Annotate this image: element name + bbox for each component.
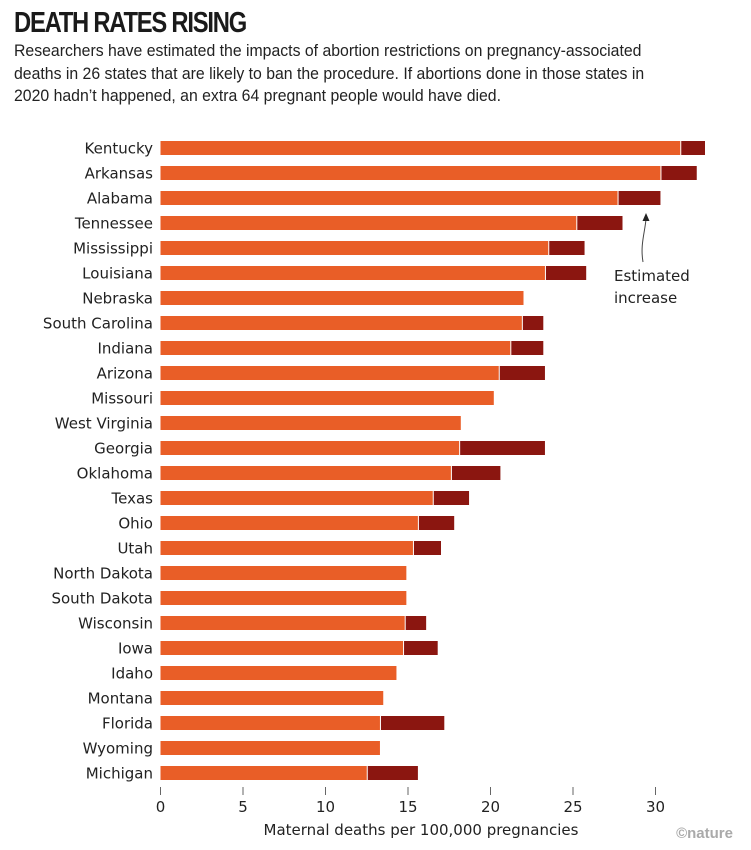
state-label-arkansas: Arkansas bbox=[85, 165, 154, 183]
state-label-georgia: Georgia bbox=[94, 440, 153, 458]
bar-current-west-virginia bbox=[160, 416, 461, 430]
bar-increase-florida bbox=[380, 716, 445, 730]
state-label-arizona: Arizona bbox=[97, 365, 153, 383]
state-label-kentucky: Kentucky bbox=[85, 140, 154, 158]
bar-current-iowa bbox=[160, 641, 404, 655]
bar-current-michigan bbox=[160, 766, 367, 780]
x-tick-label-0: 0 bbox=[156, 798, 166, 816]
bar-current-south-carolina bbox=[160, 316, 522, 330]
bar-increase-louisiana bbox=[545, 266, 587, 280]
bar-current-idaho bbox=[160, 666, 397, 680]
bar-current-tennessee bbox=[160, 216, 577, 230]
bar-increase-michigan bbox=[367, 766, 418, 780]
bar-increase-kentucky bbox=[681, 141, 705, 155]
annotation-arrow-line bbox=[641, 218, 647, 263]
chart-subtitle: Researchers have estimated the impacts o… bbox=[14, 41, 645, 105]
x-tick-label-10: 10 bbox=[316, 798, 335, 816]
bar-current-oklahoma bbox=[160, 466, 451, 480]
state-label-mississippi: Mississippi bbox=[73, 240, 153, 258]
bar-increase-arizona bbox=[499, 366, 545, 380]
state-label-michigan: Michigan bbox=[86, 765, 153, 783]
bar-increase-texas bbox=[433, 491, 470, 505]
state-label-montana: Montana bbox=[88, 690, 153, 708]
state-label-oklahoma: Oklahoma bbox=[77, 465, 153, 483]
state-label-tennessee: Tennessee bbox=[74, 215, 153, 233]
annotation-line-2: increase bbox=[614, 289, 677, 307]
state-label-missouri: Missouri bbox=[91, 390, 153, 408]
bar-current-utah bbox=[160, 541, 413, 555]
bar-increase-south-carolina bbox=[522, 316, 544, 330]
bar-current-mississippi bbox=[160, 241, 549, 255]
bar-current-montana bbox=[160, 691, 384, 705]
bar-current-texas bbox=[160, 491, 433, 505]
bar-current-louisiana bbox=[160, 266, 545, 280]
state-label-indiana: Indiana bbox=[97, 340, 153, 358]
state-label-ohio: Ohio bbox=[118, 515, 153, 533]
bar-current-georgia bbox=[160, 441, 460, 455]
bar-current-florida bbox=[160, 716, 380, 730]
annotation-line-1: Estimated bbox=[614, 267, 690, 285]
bar-current-arkansas bbox=[160, 166, 661, 180]
bar-current-wisconsin bbox=[160, 616, 405, 630]
bars-group bbox=[160, 141, 705, 780]
state-label-north-dakota: North Dakota bbox=[53, 565, 153, 583]
bar-current-arizona bbox=[160, 366, 499, 380]
x-tick-label-5: 5 bbox=[238, 798, 248, 816]
state-label-louisiana: Louisiana bbox=[82, 265, 153, 283]
bar-increase-utah bbox=[413, 541, 441, 555]
state-label-wisconsin: Wisconsin bbox=[78, 615, 153, 633]
bar-current-south-dakota bbox=[160, 591, 407, 605]
bar-increase-indiana bbox=[511, 341, 544, 355]
bar-increase-arkansas bbox=[661, 166, 697, 180]
bar-increase-alabama bbox=[618, 191, 661, 205]
x-tick-label-15: 15 bbox=[398, 798, 417, 816]
bar-current-ohio bbox=[160, 516, 418, 530]
state-label-iowa: Iowa bbox=[118, 640, 153, 658]
bar-increase-ohio bbox=[418, 516, 455, 530]
state-label-florida: Florida bbox=[102, 715, 153, 733]
state-label-texas: Texas bbox=[111, 490, 154, 508]
state-label-south-carolina: South Carolina bbox=[43, 315, 153, 333]
bar-current-wyoming bbox=[160, 741, 380, 755]
annotation: Estimated increase bbox=[614, 213, 690, 307]
state-label-west-virginia: West Virginia bbox=[55, 415, 153, 433]
state-label-idaho: Idaho bbox=[111, 665, 153, 683]
bar-current-alabama bbox=[160, 191, 618, 205]
state-label-alabama: Alabama bbox=[87, 190, 153, 208]
bar-increase-georgia bbox=[460, 441, 545, 455]
state-label-south-dakota: South Dakota bbox=[51, 590, 153, 608]
annotation-arrow-head-icon bbox=[642, 213, 650, 221]
bar-increase-tennessee bbox=[577, 216, 623, 230]
x-axis: 0 5 10 15 20 25 30 bbox=[156, 787, 665, 816]
bar-increase-mississippi bbox=[549, 241, 585, 255]
x-axis-label: Maternal deaths per 100,000 pregnancies bbox=[264, 821, 579, 839]
bar-current-north-dakota bbox=[160, 566, 407, 580]
state-label-utah: Utah bbox=[117, 540, 153, 558]
bar-current-missouri bbox=[160, 391, 494, 405]
state-labels-group: Kentucky Arkansas Alabama Tennessee Mississi… bbox=[43, 140, 153, 783]
bar-current-kentucky bbox=[160, 141, 681, 155]
x-tick-label-25: 25 bbox=[563, 798, 582, 816]
state-label-wyoming: Wyoming bbox=[83, 740, 153, 758]
bar-current-indiana bbox=[160, 341, 511, 355]
bar-current-nebraska bbox=[160, 291, 524, 305]
x-tick-label-20: 20 bbox=[481, 798, 500, 816]
bar-increase-iowa bbox=[404, 641, 438, 655]
nature-credit: ©nature bbox=[676, 825, 733, 842]
bar-increase-oklahoma bbox=[451, 466, 501, 480]
bar-increase-wisconsin bbox=[405, 616, 427, 630]
x-tick-label-30: 30 bbox=[646, 798, 665, 816]
chart-title: DEATH RATES RISING bbox=[14, 7, 247, 39]
state-label-nebraska: Nebraska bbox=[82, 290, 153, 308]
